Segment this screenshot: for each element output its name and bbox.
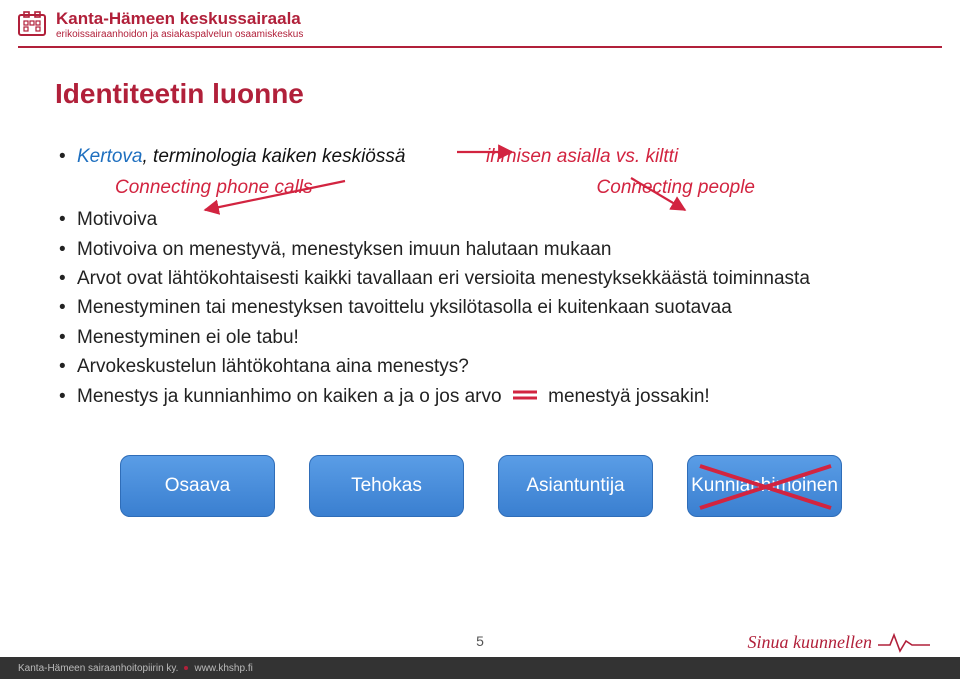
bullet-text: Motivoiva on menestyvä, menestyksen imuu… <box>77 239 611 260</box>
heartbeat-icon <box>878 631 930 653</box>
footer-bar: Kanta-Hämeen sairaanhoitopiirin ky. www.… <box>0 657 960 679</box>
bullet-list: Kertova, terminologia kaiken keskiössä i… <box>55 142 905 171</box>
connecting-left: Connecting phone calls <box>115 177 313 199</box>
bullet-text: Menestyminen ei ole tabu! <box>77 327 299 348</box>
badge-label: Asiantuntija <box>526 475 624 497</box>
bullet-text: Arvot ovat lähtökohtaisesti kaikki taval… <box>77 268 810 289</box>
strike-icon <box>688 456 843 518</box>
bullet-blue: Kertova <box>77 146 142 167</box>
bullet-item: Menestyminen ei ole tabu! <box>55 323 905 352</box>
org-tagline: erikoissairaanhoidon ja asiakaspalvelun … <box>56 29 303 40</box>
bullet-black: , terminologia kaiken keskiössä <box>142 146 405 167</box>
connecting-right: Connecting people <box>597 177 755 199</box>
slide-content: Identiteetin luonne Kertova, terminologi… <box>0 48 960 518</box>
bullet-text: Motivoiva <box>77 209 157 230</box>
bullet-item: Menestys ja kunnianhimo on kaiken a ja o… <box>55 382 905 412</box>
bullet-item: Motivoiva on menestyvä, menestyksen imuu… <box>55 235 905 264</box>
badge-label: Tehokas <box>351 475 422 497</box>
page-footer: Sinua kuunnellen 5 Kanta-Hämeen sairaanh… <box>0 633 960 679</box>
org-name: Kanta-Hämeen keskussairaala <box>56 10 303 29</box>
sinua-text: Sinua kuunnellen <box>748 632 872 653</box>
equals-icon <box>511 382 539 411</box>
badge-kunnianhimoinen: Kunnianhimoinen <box>687 455 842 517</box>
footer-dot-icon <box>184 666 188 670</box>
bullet-item: Motivoiva <box>55 205 905 234</box>
badge-tehokas: Tehokas <box>309 455 464 517</box>
badge-asiantuntija: Asiantuntija <box>498 455 653 517</box>
bullet-text: Arvokeskustelun lähtökohtana aina menest… <box>77 356 469 377</box>
hospital-logo-icon <box>18 11 46 39</box>
connecting-row: Connecting phone calls Connecting people <box>115 177 755 199</box>
org-block: Kanta-Hämeen keskussairaala erikoissaira… <box>56 10 303 40</box>
sinua-block: Sinua kuunnellen <box>748 631 930 653</box>
bullet-red: ihmisen asialla vs. kiltti <box>486 146 678 167</box>
bullet-list-2: Motivoiva Motivoiva on menestyvä, menest… <box>55 205 905 411</box>
badge-label: Osaava <box>165 475 230 497</box>
bullet-item: Arvokeskustelun lähtökohtana aina menest… <box>55 352 905 381</box>
bullet-text: menestyä jossakin! <box>548 386 710 407</box>
badge-row: Osaava Tehokas Asiantuntija Kunnianhimoi… <box>120 455 905 517</box>
bullet-text: Menestys ja kunnianhimo on kaiken a ja o… <box>77 386 502 407</box>
bullet-item: Arvot ovat lähtökohtaisesti kaikki taval… <box>55 264 905 293</box>
badge-osaava: Osaava <box>120 455 275 517</box>
slide-title: Identiteetin luonne <box>55 78 905 110</box>
bullet-item: Menestyminen tai menestyksen tavoittelu … <box>55 293 905 322</box>
page-header: Kanta-Hämeen keskussairaala erikoissaira… <box>0 0 960 46</box>
bullet-item: Kertova, terminologia kaiken keskiössä i… <box>55 142 905 171</box>
footer-bar-left: Kanta-Hämeen sairaanhoitopiirin ky. <box>18 663 178 674</box>
bullet-text: Menestyminen tai menestyksen tavoittelu … <box>77 297 732 318</box>
footer-bar-right: www.khshp.fi <box>194 663 252 674</box>
